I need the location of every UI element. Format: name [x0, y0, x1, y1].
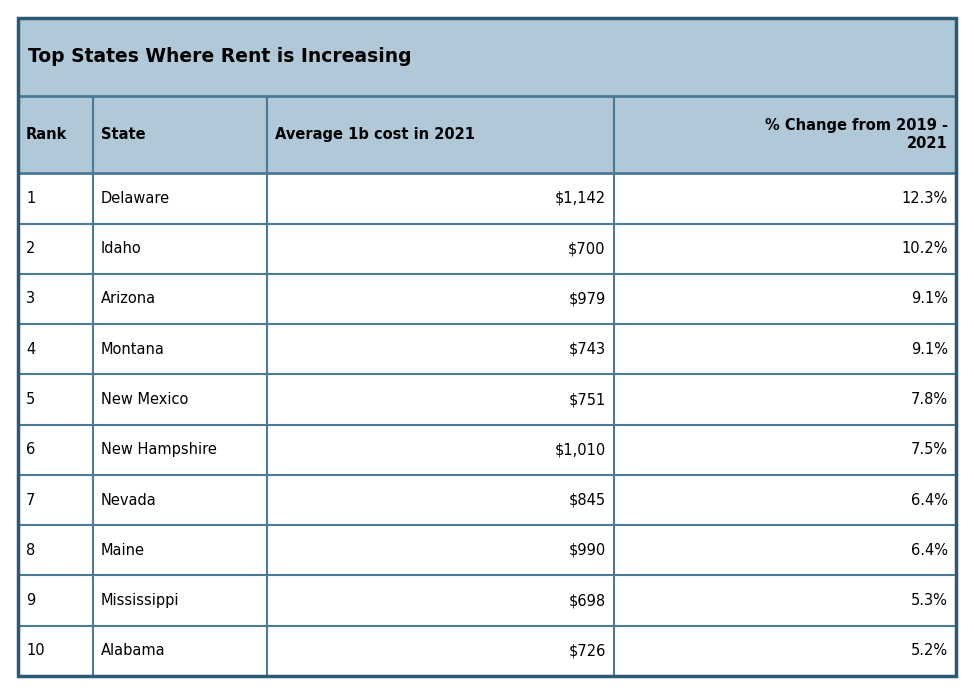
Text: Arizona: Arizona: [101, 291, 156, 307]
Text: 6: 6: [26, 442, 35, 457]
Text: $990: $990: [569, 543, 606, 558]
Text: Mississippi: Mississippi: [101, 593, 179, 608]
Text: 7: 7: [26, 493, 35, 507]
Text: Nevada: Nevada: [101, 493, 157, 507]
Text: $698: $698: [569, 593, 606, 608]
Text: 4: 4: [26, 341, 35, 357]
Text: Top States Where Rent is Increasing: Top States Where Rent is Increasing: [28, 47, 412, 67]
Text: 9: 9: [26, 593, 35, 608]
Text: 6.4%: 6.4%: [911, 493, 948, 507]
Text: 10: 10: [26, 643, 45, 659]
Bar: [18, 18, 956, 96]
Bar: [18, 575, 956, 626]
Bar: [18, 475, 956, 525]
Text: 7.5%: 7.5%: [911, 442, 948, 457]
Text: 9.1%: 9.1%: [911, 291, 948, 307]
Text: Idaho: Idaho: [101, 242, 142, 256]
Text: 12.3%: 12.3%: [902, 191, 948, 206]
Text: Average 1b cost in 2021: Average 1b cost in 2021: [275, 127, 474, 142]
Text: % Change from 2019 -
2021: % Change from 2019 - 2021: [765, 118, 948, 151]
Text: 5.3%: 5.3%: [911, 593, 948, 608]
Bar: [18, 223, 956, 274]
Bar: [18, 174, 956, 223]
Bar: [18, 425, 956, 475]
Text: 5: 5: [26, 392, 35, 407]
Text: 10.2%: 10.2%: [902, 242, 948, 256]
Bar: [18, 525, 956, 575]
Text: $979: $979: [569, 291, 606, 307]
Bar: [18, 274, 956, 324]
Text: 5.2%: 5.2%: [911, 643, 948, 659]
Text: New Hampshire: New Hampshire: [101, 442, 217, 457]
Bar: [18, 626, 956, 676]
Text: 3: 3: [26, 291, 35, 307]
Text: 9.1%: 9.1%: [911, 341, 948, 357]
Text: Rank: Rank: [26, 127, 67, 142]
Bar: [18, 374, 956, 425]
Text: 1: 1: [26, 191, 35, 206]
Text: $751: $751: [569, 392, 606, 407]
Text: $1,142: $1,142: [554, 191, 606, 206]
Text: Alabama: Alabama: [101, 643, 166, 659]
Text: New Mexico: New Mexico: [101, 392, 188, 407]
Text: 2: 2: [26, 242, 35, 256]
Text: 7.8%: 7.8%: [911, 392, 948, 407]
Text: $845: $845: [569, 493, 606, 507]
Bar: [18, 96, 956, 174]
Text: $1,010: $1,010: [554, 442, 606, 457]
Bar: [18, 324, 956, 374]
Text: Maine: Maine: [101, 543, 145, 558]
Text: Delaware: Delaware: [101, 191, 170, 206]
Text: $726: $726: [568, 643, 606, 659]
Text: $743: $743: [569, 341, 606, 357]
Text: 6.4%: 6.4%: [911, 543, 948, 558]
Text: 8: 8: [26, 543, 35, 558]
Text: State: State: [101, 127, 146, 142]
Text: Montana: Montana: [101, 341, 165, 357]
Text: $700: $700: [568, 242, 606, 256]
